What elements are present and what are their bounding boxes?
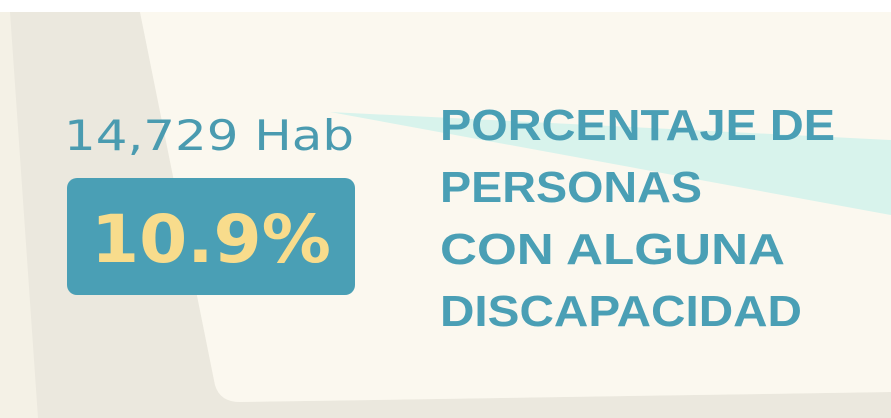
- title-line: PERSONAS: [440, 163, 702, 212]
- population: 14,729 Hab: [64, 111, 354, 160]
- title-line: PORCENTAJE DE: [440, 101, 835, 150]
- percentage: 10.9%: [91, 201, 331, 278]
- light-stripe: [330, 112, 891, 215]
- title: PORCENTAJE DE PERSONAS CON ALGUNA DISCAPACI…: [440, 101, 835, 336]
- title-line: DISCAPACIDAD: [440, 287, 802, 336]
- card: [140, 12, 891, 402]
- percentage-box: [67, 178, 355, 295]
- title-line: CON ALGUNA: [440, 225, 785, 274]
- side-band: [10, 12, 891, 418]
